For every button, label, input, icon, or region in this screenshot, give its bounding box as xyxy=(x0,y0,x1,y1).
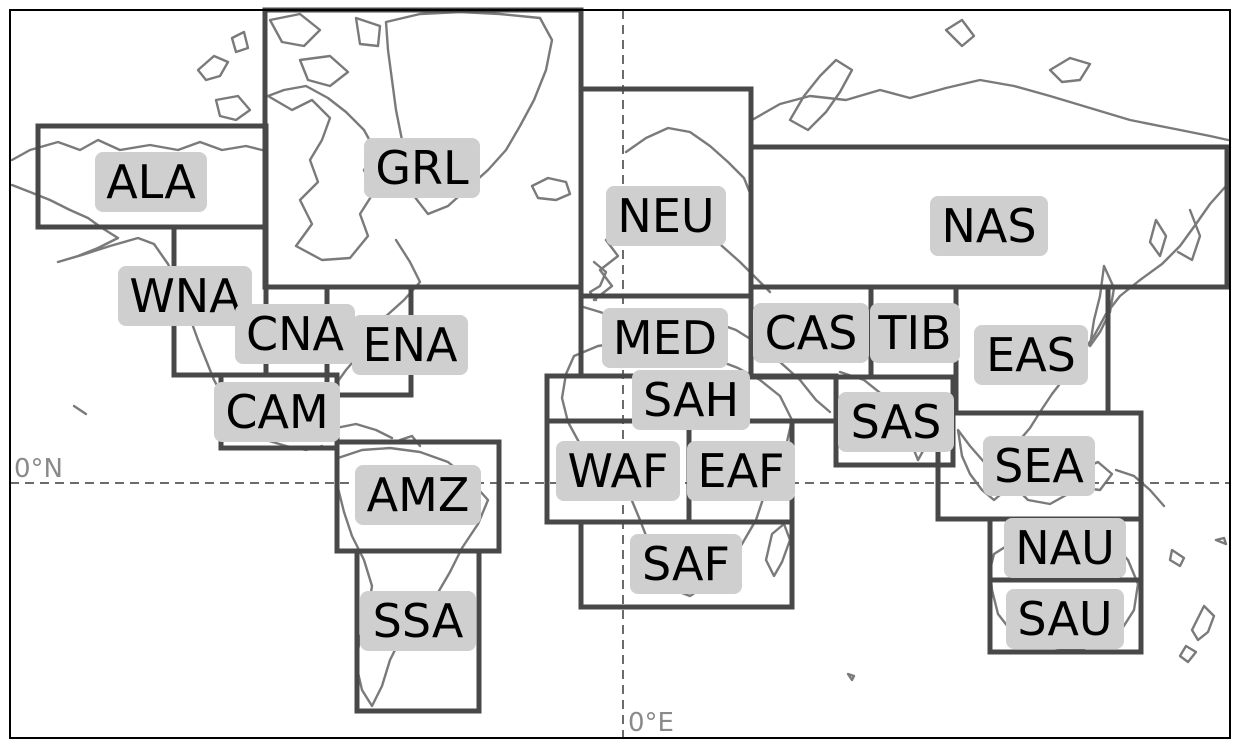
region-label-eas: EAS xyxy=(974,325,1088,385)
region-label-neu: NEU xyxy=(606,186,726,246)
svg-text:GRL: GRL xyxy=(375,141,469,195)
svg-text:NAS: NAS xyxy=(941,199,1036,253)
region-box-sau xyxy=(987,577,1144,655)
region-label-nau: NAU xyxy=(1004,518,1126,578)
region-box-saf xyxy=(578,519,795,610)
svg-text:AMZ: AMZ xyxy=(367,468,470,522)
svg-text:SAU: SAU xyxy=(1017,592,1112,646)
region-label-sah: SAH xyxy=(632,370,750,430)
region-label-eaf: EAF xyxy=(687,441,795,501)
svg-text:MED: MED xyxy=(613,311,717,365)
svg-text:WNA: WNA xyxy=(129,269,241,323)
region-label-cna: CNA xyxy=(235,304,355,364)
region-label-tib: TIB xyxy=(870,303,960,363)
region-label-wna: WNA xyxy=(118,266,252,326)
region-label-grl: GRL xyxy=(364,138,480,198)
svg-text:EAF: EAF xyxy=(698,444,785,498)
region-label-cas: CAS xyxy=(753,303,869,363)
svg-text:WAF: WAF xyxy=(568,444,669,498)
region-box-ssa xyxy=(354,548,482,714)
region-label-ssa: SSA xyxy=(360,591,476,651)
region-label-amz: AMZ xyxy=(355,465,481,525)
region-label-waf: WAF xyxy=(556,441,680,501)
svg-text:NEU: NEU xyxy=(617,189,714,243)
svg-text:SAS: SAS xyxy=(851,395,942,449)
region-label-sas: SAS xyxy=(838,392,954,452)
region-label-saf: SAF xyxy=(630,534,742,594)
region-label-cam: CAM xyxy=(214,382,340,442)
region-label-nas: NAS xyxy=(930,196,1048,256)
region-label-sea: SEA xyxy=(983,436,1095,496)
svg-text:EAS: EAS xyxy=(986,328,1076,382)
svg-text:SSA: SSA xyxy=(373,594,464,648)
map-frame xyxy=(9,9,1231,739)
region-label-ena: ENA xyxy=(352,315,468,375)
svg-text:SAH: SAH xyxy=(643,373,739,427)
region-label-med: MED xyxy=(602,308,728,368)
equator-label: 0°N xyxy=(14,454,63,484)
svg-text:NAU: NAU xyxy=(1015,521,1115,575)
region-labels: ALA GRL NEU NAS WNA CNA ENA MED xyxy=(95,138,1126,651)
svg-text:CAM: CAM xyxy=(225,385,328,439)
region-label-ala: ALA xyxy=(95,152,207,212)
region-label-sau: SAU xyxy=(1006,589,1124,649)
svg-text:ALA: ALA xyxy=(106,155,196,209)
svg-text:TIB: TIB xyxy=(877,306,951,360)
svg-text:CNA: CNA xyxy=(246,307,345,361)
svg-text:ENA: ENA xyxy=(363,318,458,372)
svg-text:SAF: SAF xyxy=(642,537,730,591)
svg-text:SEA: SEA xyxy=(994,439,1084,493)
svg-text:CAS: CAS xyxy=(765,306,858,360)
prime-meridian-label: 0°E xyxy=(628,708,674,738)
